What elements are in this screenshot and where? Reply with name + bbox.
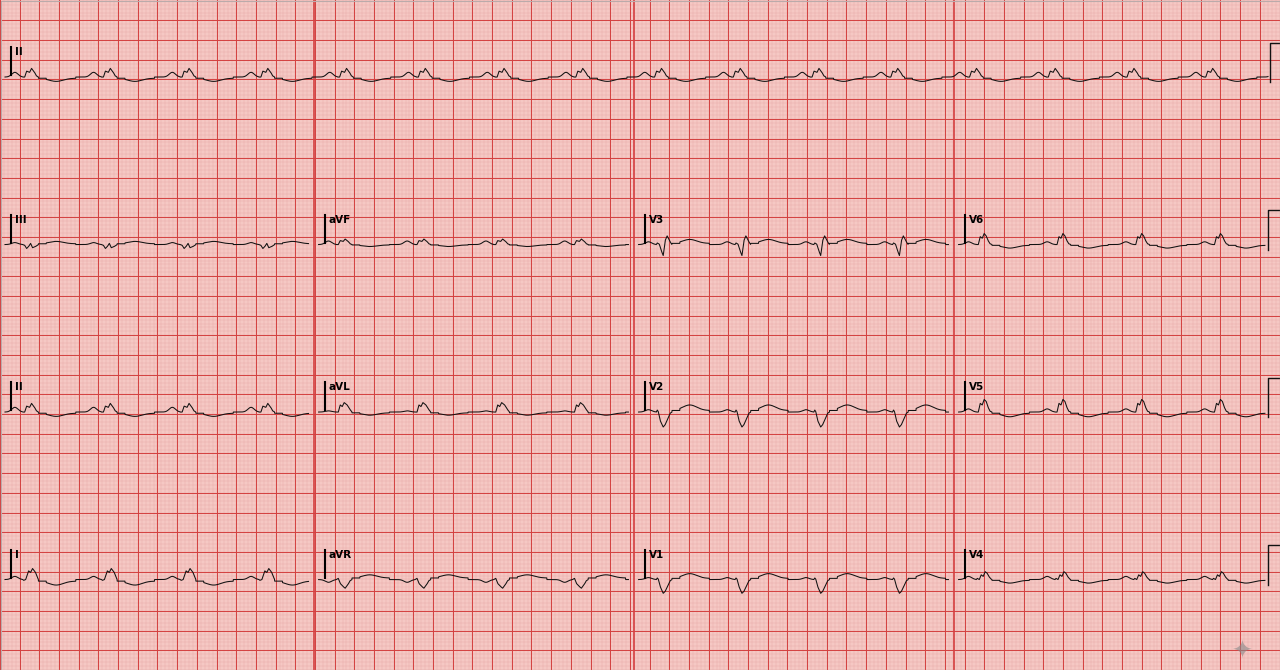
Text: V3: V3 <box>649 214 664 224</box>
Text: II: II <box>15 47 23 57</box>
Text: ✦: ✦ <box>1231 640 1253 664</box>
Text: aVR: aVR <box>329 549 352 559</box>
Text: V2: V2 <box>649 382 664 392</box>
Text: V1: V1 <box>649 549 664 559</box>
Text: aVL: aVL <box>329 382 351 392</box>
Text: III: III <box>15 214 27 224</box>
Text: II: II <box>15 382 23 392</box>
Text: V4: V4 <box>969 549 984 559</box>
Text: I: I <box>15 549 19 559</box>
Text: V5: V5 <box>969 382 984 392</box>
Text: aVF: aVF <box>329 214 351 224</box>
Text: V6: V6 <box>969 214 984 224</box>
